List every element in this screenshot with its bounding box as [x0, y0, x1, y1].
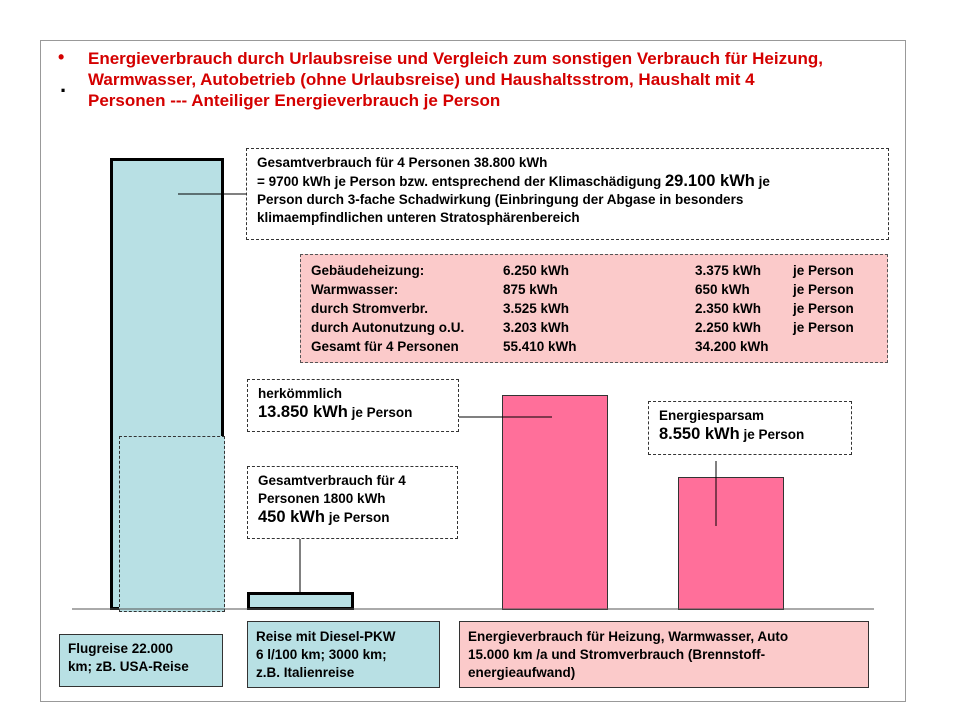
callout-flight-line-2: = 9700 kWh je Person bzw. entsprechend d…	[257, 172, 878, 191]
callout-saving-unit: je Person	[739, 427, 805, 442]
slide-frame	[40, 40, 906, 702]
callout-flight-line-3: Person durch 3-fache Schadwirkung (Einbr…	[257, 192, 744, 207]
breakdown-cell: 6.250 kWh	[503, 263, 570, 278]
breakdown-row: durch Autonutzung o.U. 3.203 kWh 2.250 kWh…	[311, 318, 854, 337]
breakdown-cell: 2.250 kWh	[695, 320, 762, 335]
callout-conventional-label: herkömmlich	[258, 386, 343, 401]
breakdown-row: durch Stromverbr. 3.525 kWh 2.350 kWh je Pe…	[311, 299, 854, 318]
callout-saving: Energiesparsam 8.550 kWh je Person	[648, 401, 852, 455]
breakdown-table: Gebäudeheizung: 6.250 kWh 3.375 kWh je Pers…	[311, 261, 854, 356]
label-home-line-3: energieaufwand)	[468, 665, 576, 680]
breakdown-cell: Gesamt für 4 Personen	[311, 339, 459, 354]
callout-car-line-1: Gesamtverbrauch für 4	[258, 473, 406, 488]
breakdown-cell: durch Autonutzung o.U.	[311, 320, 465, 335]
label-home: Energieverbrauch für Heizung, Warmwasser…	[459, 621, 869, 688]
breakdown-row: Gesamt für 4 Personen 55.410 kWh 34.200 kW…	[311, 337, 854, 356]
label-home-line-1: Energieverbrauch für Heizung, Warmwasser…	[468, 629, 789, 644]
label-car: Reise mit Diesel-PKW 6 l/100 km; 3000 km…	[247, 621, 440, 688]
callout-flight: Gesamtverbrauch für 4 Personen 38.800 kW…	[246, 148, 889, 240]
callout-flight-unit: je	[754, 174, 770, 189]
breakdown-cell: 3.375 kWh	[695, 263, 762, 278]
label-car-line-1: Reise mit Diesel-PKW	[256, 629, 396, 644]
callout-flight-line-4: klimaempfindlichen unteren Stratosphären…	[257, 210, 580, 225]
title-line-2: Warmwasser, Autobetrieb (ohne Urlaubsrei…	[88, 70, 755, 89]
callout-conventional-line: 13.850 kWh je Person	[258, 403, 448, 422]
callout-conventional-value: 13.850 kWh	[258, 403, 348, 421]
callout-saving-value: 8.550 kWh	[659, 425, 740, 443]
callout-conventional: herkömmlich 13.850 kWh je Person	[247, 379, 459, 432]
callout-car-value: 450 kWh	[258, 508, 325, 526]
breakdown-cell: je Person	[793, 320, 854, 335]
callout-flight-value: 29.100 kWh	[665, 172, 755, 190]
callout-flight-line-1: Gesamtverbrauch für 4 Personen 38.800 kW…	[257, 155, 548, 170]
breakdown-cell: Gebäudeheizung:	[311, 263, 425, 278]
title-line-3: Personen --- Anteiliger Energieverbrauch…	[88, 91, 501, 110]
breakdown-cell: 875 kWh	[503, 282, 558, 297]
callout-car-line-2: Personen 1800 kWh	[258, 491, 386, 506]
breakdown-cell: je Person	[793, 282, 854, 297]
chart-title: Energieverbrauch durch Urlaubsreise und …	[88, 48, 908, 111]
breakdown-cell: durch Stromverbr.	[311, 301, 429, 316]
label-home-line-2: 15.000 km /a und Stromverbrauch (Brennst…	[468, 647, 766, 662]
label-car-line-2: 6 l/100 km; 3000 km;	[256, 647, 387, 662]
breakdown-cell: 3.525 kWh	[503, 301, 570, 316]
title-bullet: •	[58, 47, 65, 67]
callout-car: Gesamtverbrauch für 4 Personen 1800 kWh …	[247, 466, 458, 539]
breakdown-cell: 650 kWh	[695, 282, 750, 297]
label-flight-line-1: Flugreise 22.000	[68, 641, 174, 656]
breakdown-cell: 3.203 kWh	[503, 320, 570, 335]
bar-flight-overlay	[119, 436, 225, 612]
breakdown-cell: Warmwasser:	[311, 282, 399, 297]
label-flight: Flugreise 22.000 km; zB. USA-Reise	[59, 634, 223, 687]
breakdown-cell: je Person	[793, 301, 854, 316]
breakdown-cell	[793, 337, 854, 356]
breakdown-cell: je Person	[793, 263, 854, 278]
label-flight-line-2: km; zB. USA-Reise	[68, 659, 189, 674]
callout-car-unit: je Person	[324, 510, 390, 525]
title-dot: .	[60, 72, 67, 97]
callout-conventional-unit: je Person	[347, 405, 413, 420]
callout-car-line-3: 450 kWh je Person	[258, 508, 447, 527]
breakdown-row: Gebäudeheizung: 6.250 kWh 3.375 kWh je Pers…	[311, 261, 854, 280]
bar-conventional	[502, 395, 608, 610]
callout-saving-label: Energiesparsam	[659, 408, 765, 423]
breakdown-row: Warmwasser: 875 kWh 650 kWh je Person	[311, 280, 854, 299]
breakdown-cell: 55.410 kWh	[503, 339, 577, 354]
callout-flight-text: = 9700 kWh je Person bzw. entsprechend d…	[257, 174, 665, 189]
bar-saving	[678, 477, 784, 610]
breakdown-cell: 2.350 kWh	[695, 301, 762, 316]
callout-saving-line: 8.550 kWh je Person	[659, 425, 841, 444]
breakdown-box: Gebäudeheizung: 6.250 kWh 3.375 kWh je Pers…	[300, 254, 888, 363]
label-car-line-3: z.B. Italienreise	[256, 665, 355, 680]
title-line-1: Energieverbrauch durch Urlaubsreise und …	[88, 49, 823, 68]
breakdown-cell: 34.200 kWh	[695, 339, 769, 354]
